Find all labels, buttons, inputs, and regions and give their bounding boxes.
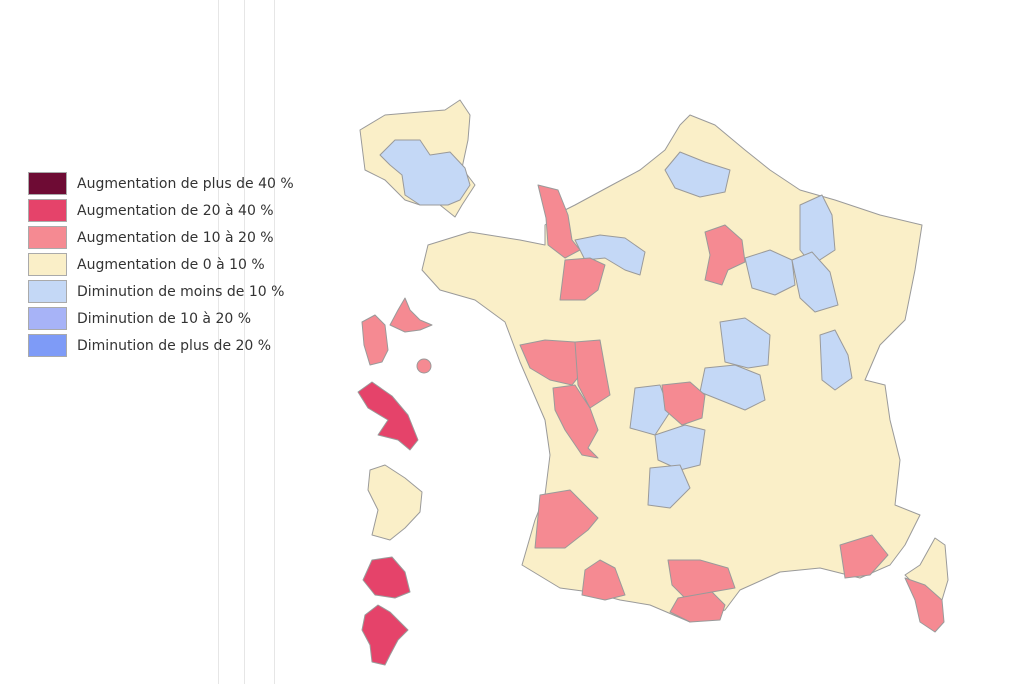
mayotte: [361, 604, 409, 666]
legend-swatch: [28, 334, 67, 357]
department: [839, 534, 889, 579]
department: [819, 329, 853, 391]
guadeloupe: [361, 314, 389, 366]
department: [799, 194, 836, 266]
department: [744, 249, 796, 296]
legend-label: Augmentation de 20 à 40 %: [77, 203, 274, 219]
guyane: [367, 464, 423, 541]
department: [669, 591, 726, 623]
department: [664, 151, 731, 198]
department: [654, 424, 706, 471]
legend-label: Augmentation de 0 à 10 %: [77, 257, 265, 273]
reunion: [362, 556, 411, 599]
legend-label: Diminution de 10 à 20 %: [77, 311, 251, 327]
department: [661, 381, 706, 426]
department: [552, 384, 599, 459]
department: [704, 224, 746, 286]
legend-swatch: [28, 280, 67, 303]
legend-swatch: [28, 253, 67, 276]
department: [791, 251, 839, 313]
department: [559, 257, 606, 301]
department: [519, 339, 581, 386]
department: [534, 489, 599, 549]
inset: [379, 139, 471, 206]
map-shapes: [357, 99, 949, 666]
legend-label: Augmentation de 10 à 20 %: [77, 230, 274, 246]
martinique: [357, 381, 419, 451]
department: [647, 464, 691, 509]
legend-swatch: [28, 226, 67, 249]
legend-swatch: [28, 199, 67, 222]
department: [574, 339, 611, 409]
department: [581, 559, 626, 601]
department: [667, 559, 736, 599]
legend-label: Diminution de plus de 20 %: [77, 338, 271, 354]
legend-label: Augmentation de plus de 40 %: [77, 176, 294, 192]
department: [629, 384, 671, 436]
legend-swatch: [28, 172, 67, 195]
legend: Augmentation de plus de 40 % Augmentation…: [28, 172, 294, 357]
guadeloupe: [416, 358, 432, 374]
department: [719, 317, 771, 369]
legend-swatch: [28, 307, 67, 330]
corsica: [904, 577, 945, 633]
legend-label: Diminution de moins de 10 %: [77, 284, 284, 300]
guadeloupe: [389, 297, 433, 333]
